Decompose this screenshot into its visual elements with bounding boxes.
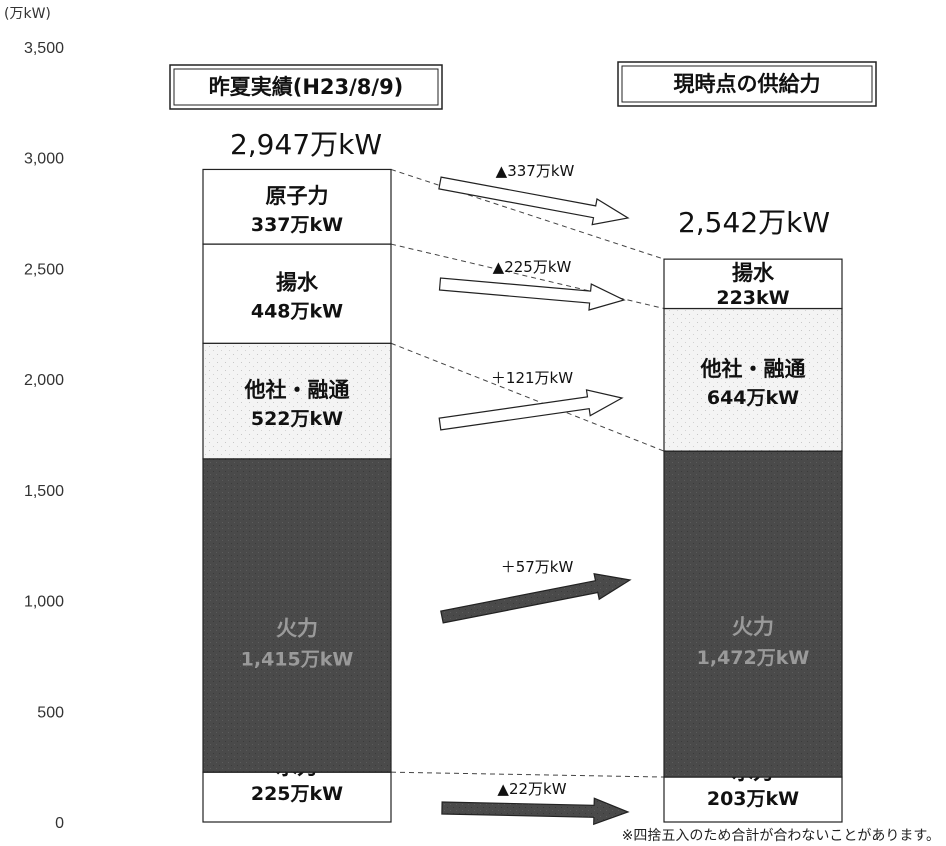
bar-segment [202,342,392,460]
y-tick-label: 1,500 [24,483,64,500]
y-tick-label: 2,000 [24,372,64,389]
y-tick-label: 3,000 [24,151,64,168]
segment-value-label: 337万kW [251,214,343,236]
change-label: ▲22万kW [497,780,566,798]
change-label: ＋57万kW [501,558,574,576]
segment-name-label: 他社・融通 [700,357,806,381]
bar-segment [202,168,392,245]
stacked-bars: 水力225万kW火力1,415万kW他社・融通522万kW揚水448万kW原子力… [202,168,843,823]
change-arrows: ▲337万kW ▲225万kW ＋121万kW ＋57万kW ▲22万kW [438,162,632,826]
bar-header-current: 現時点の供給力 [617,61,877,107]
connector-line [390,771,665,778]
bar-segment [663,307,843,452]
y-tick-label: 0 [55,815,64,832]
change-label: ＋121万kW [491,369,573,387]
bar-segment [202,458,392,773]
segment-value-label: 223kW [716,287,789,309]
change-arrow [438,389,624,431]
change-label: ▲225万kW [493,258,572,276]
change-label: ▲337万kW [496,162,575,180]
bar-totals: 2,947万kW 2,542万kW [230,128,830,239]
change-arrow [438,176,630,226]
y-axis-unit: (万kW) [4,6,51,22]
bar-total-label: 2,947万kW [230,128,382,161]
segment-value-label: 644万kW [707,387,799,409]
segment-name-label: 原子力 [266,184,329,208]
change-arrow [440,573,632,624]
segment-name-label: 火力 [276,617,318,641]
segment-value-label: 1,415万kW [241,649,354,671]
y-tick-label: 500 [37,704,64,721]
segment-value-label: 225万kW [251,783,343,805]
segment-value-label: 1,472万kW [697,647,810,669]
segment-value-label: 448万kW [251,301,343,323]
segment-name-label: 揚水 [732,261,775,285]
bar-header-last-summer: 昨夏実績(H23/8/9) [169,64,443,110]
bar-segment [663,776,843,823]
change-arrow [438,277,626,311]
bar-total-label: 2,542万kW [678,206,830,239]
segment-name-label: 他社・融通 [244,378,350,402]
segment-name-label: 揚水 [276,271,319,295]
bar-segment [202,771,392,823]
bar-segment [663,258,843,310]
category-label-current: 現時点の供給力 [674,72,821,96]
rounding-note: ※四捨五入のため合計が合わないことがあります。 [622,827,940,844]
y-tick-label: 3,500 [24,40,64,57]
connector-lines [390,168,665,778]
connector-line [390,342,665,452]
change-arrow [441,797,630,826]
y-tick-label: 1,000 [24,594,64,611]
bar-segment [663,450,843,778]
segment-value-label: 522万kW [251,408,343,430]
connector-line [390,243,665,309]
category-label-last-summer: 昨夏実績(H23/8/9) [209,75,404,99]
segment-value-label: 203万kW [707,788,799,810]
y-axis-ticks: 3,500 3,000 2,500 2,000 1,500 1,000 500 0 [24,40,64,832]
connector-line [390,168,665,260]
segment-name-label: 火力 [732,615,774,639]
y-tick-label: 2,500 [24,261,64,278]
